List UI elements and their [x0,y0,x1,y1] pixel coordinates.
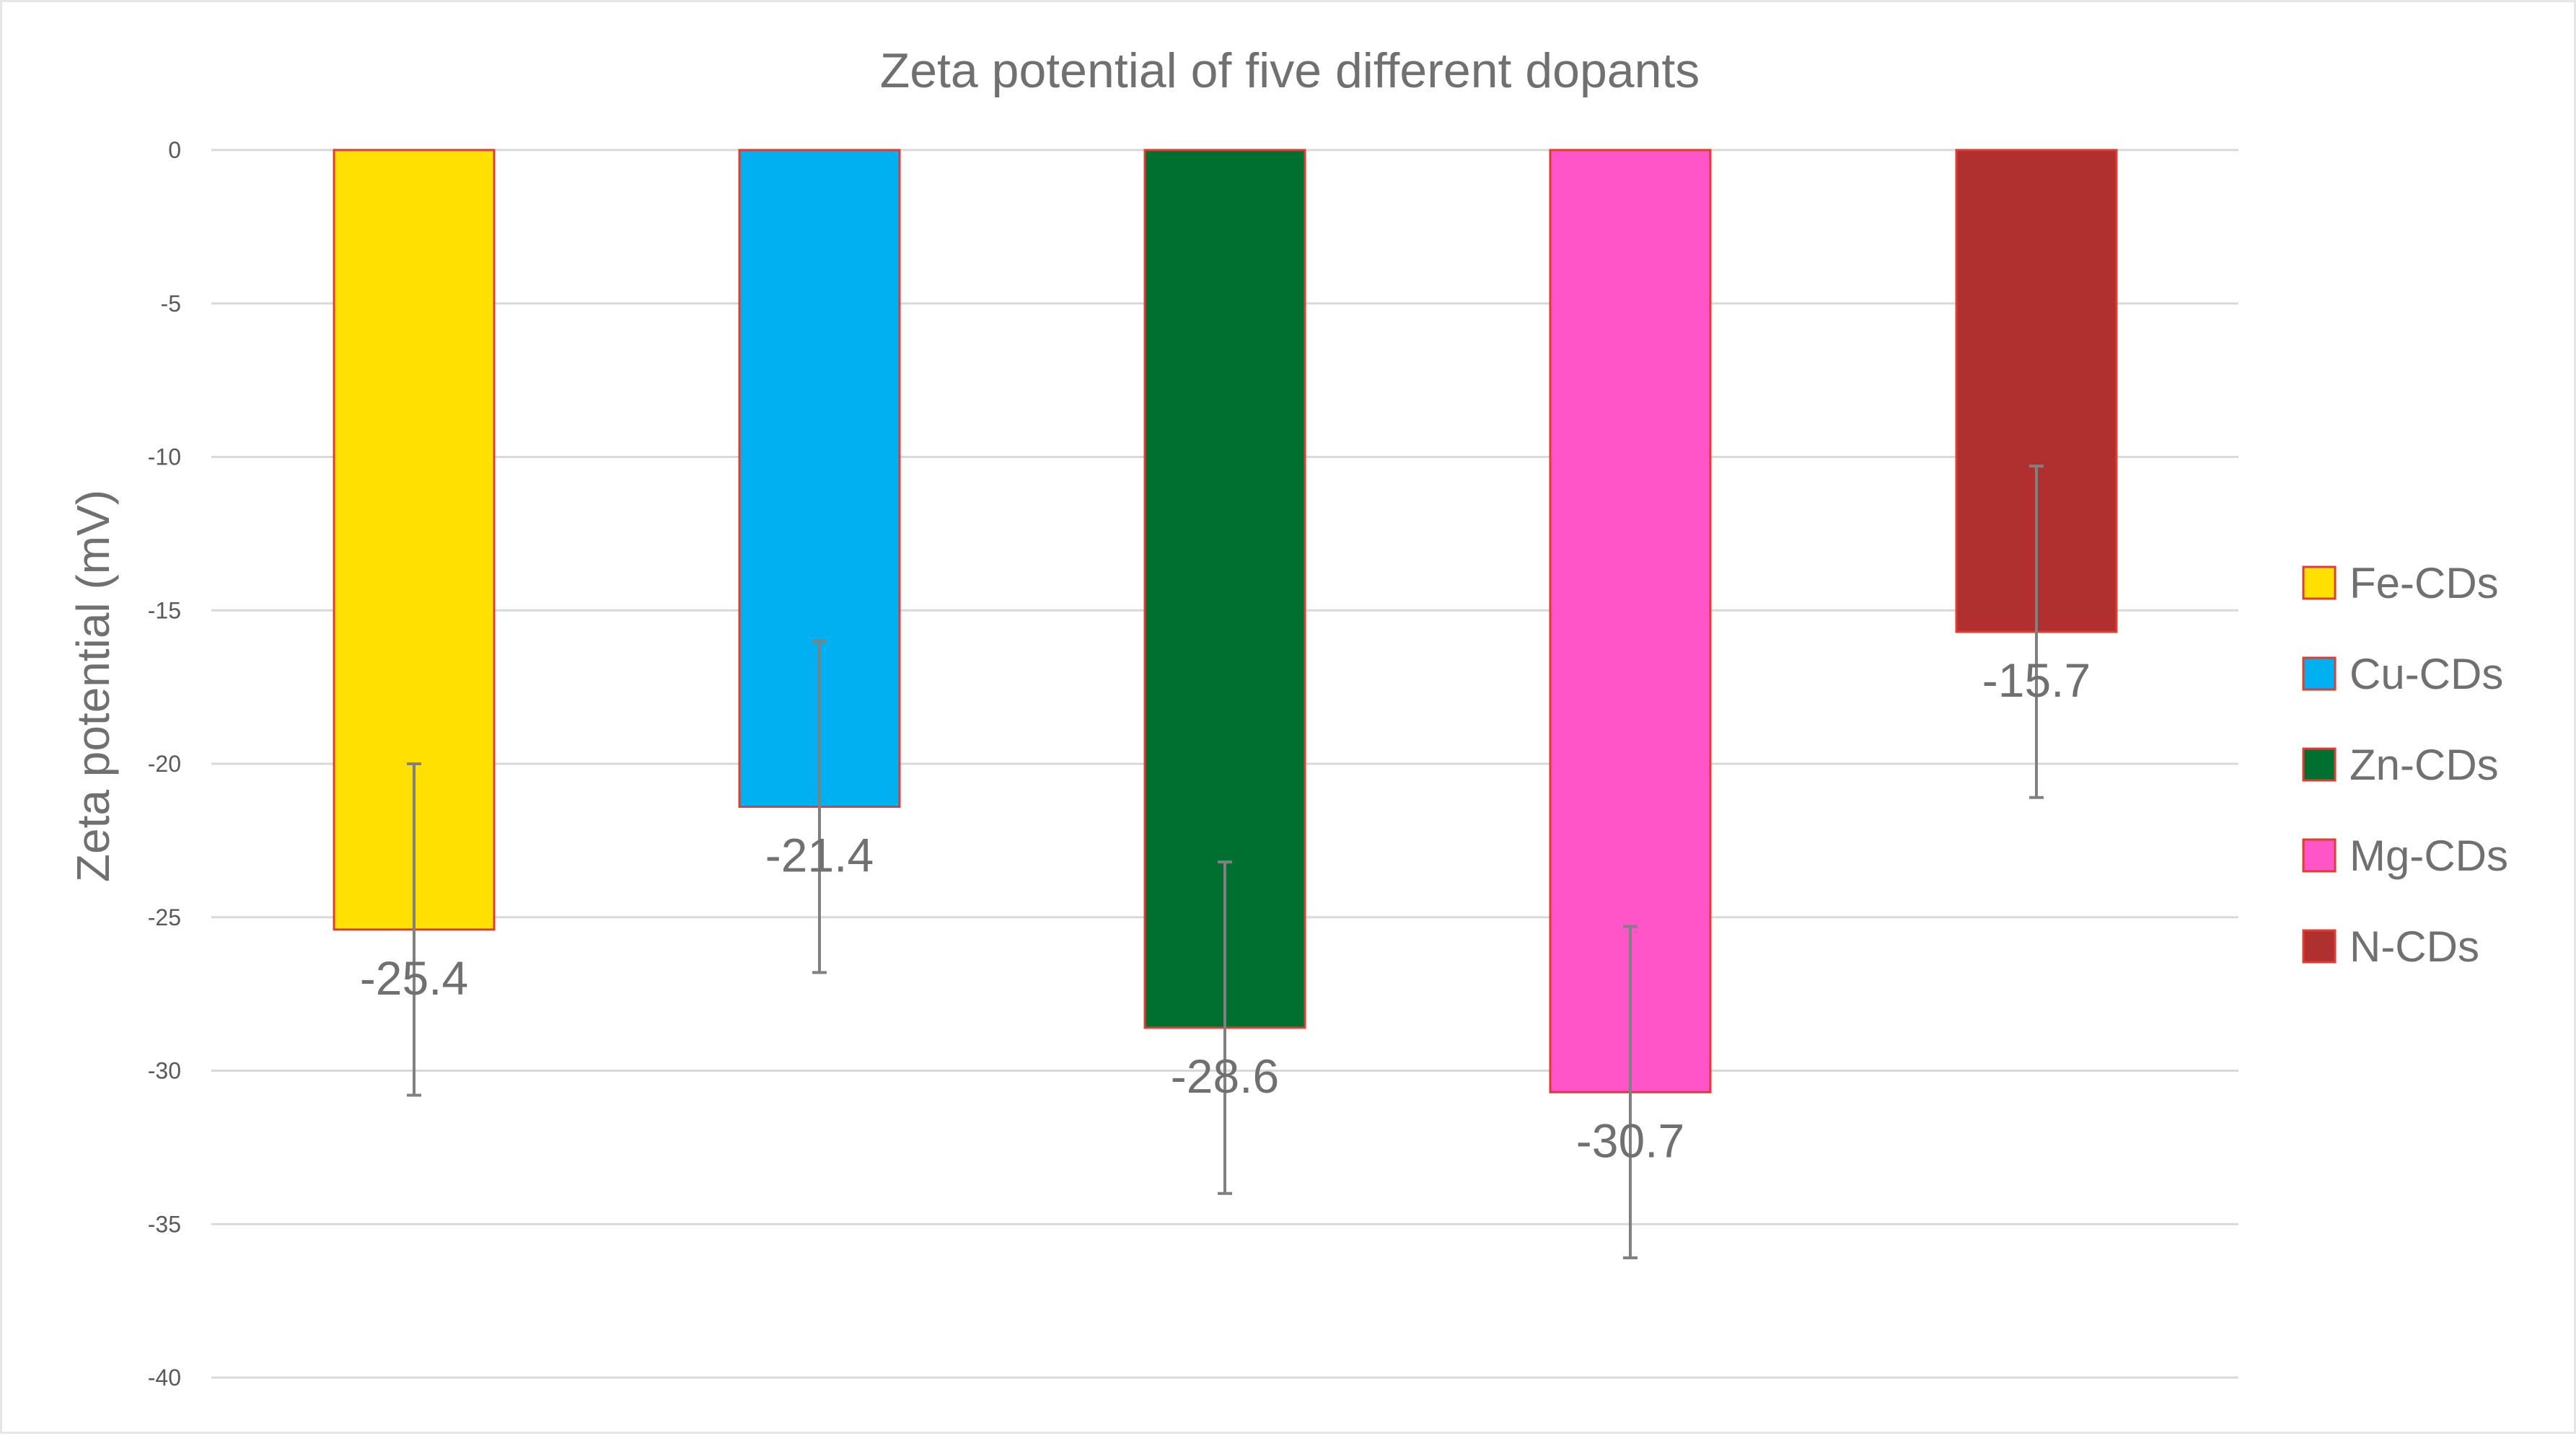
legend-swatch [2302,747,2337,782]
y-axis-ticks: 0 -5 -10 -15 -20 -25 -30 -35 -40 [148,137,181,1391]
legend-label: N-CDs [2349,922,2479,971]
y-axis-label: Zeta potential (mV) [67,490,119,882]
legend-label: Cu-CDs [2349,650,2503,698]
legend-item: Fe-CDs [2302,559,2499,607]
legend-item: Mg-CDs [2302,832,2508,880]
legend-item: Zn-CDs [2302,741,2499,789]
data-labels: -25.4 -21.4 -28.6 -30.7 -15.7 [360,653,2091,1167]
legend: Fe-CDs Cu-CDs Zn-CDs Mg-CDs N-CDs [2302,559,2508,971]
error-bar [407,762,421,1097]
error-bar [1218,860,1232,1195]
legend-label: Fe-CDs [2349,559,2499,607]
y-tick-label: -35 [148,1211,181,1237]
legend-item: N-CDs [2302,922,2479,971]
data-label: -30.7 [1576,1114,1684,1167]
legend-swatch [2302,565,2337,600]
y-tick-label: 0 [168,137,181,163]
legend-label: Zn-CDs [2349,741,2499,789]
y-tick-label: -40 [148,1365,181,1391]
legend-item: Cu-CDs [2302,650,2503,698]
legend-swatch [2302,656,2337,691]
data-label: -28.6 [1171,1049,1279,1103]
data-label: -25.4 [360,951,468,1005]
error-bar [812,639,827,974]
data-label: -21.4 [765,829,874,882]
legend-swatch [2302,929,2337,964]
error-bars [407,464,2044,1260]
chart-title: Zeta potential of five different dopants [880,43,1700,98]
y-tick-label: -25 [148,904,181,930]
y-tick-label: -5 [161,291,181,317]
data-label: -15.7 [1982,653,2091,707]
legend-swatch [2302,838,2337,873]
y-tick-label: -30 [148,1058,181,1084]
legend-label: Mg-CDs [2349,832,2508,880]
y-tick-label: -20 [148,751,181,777]
bars [333,149,2118,1093]
y-tick-label: -10 [148,444,181,470]
error-bar [2029,464,2044,799]
error-bar [1623,925,1638,1260]
y-tick-label: -15 [148,597,181,623]
